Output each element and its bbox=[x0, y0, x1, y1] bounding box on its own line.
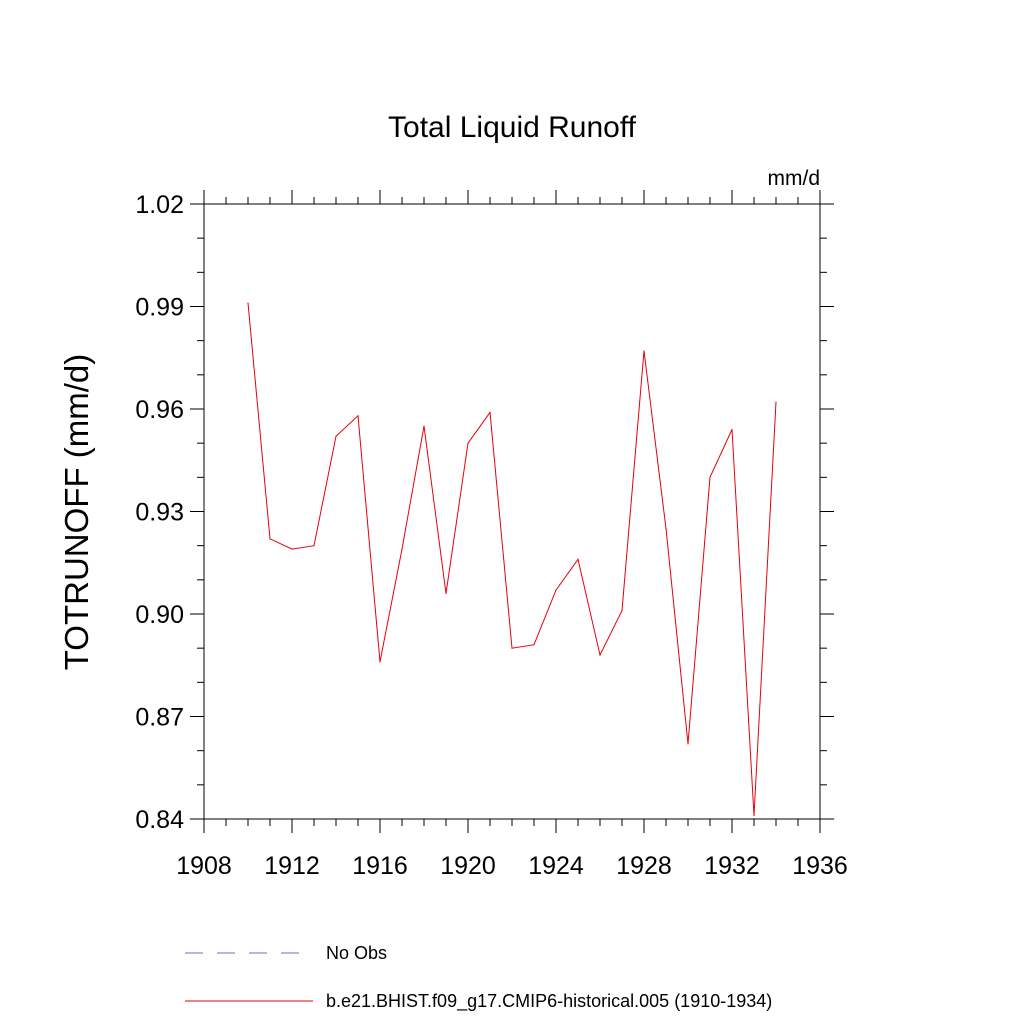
data-point bbox=[577, 558, 579, 560]
data-point bbox=[445, 592, 447, 595]
data-point bbox=[599, 654, 601, 656]
data-point bbox=[687, 743, 689, 745]
data-point bbox=[555, 589, 557, 591]
y-tick-label: 1.02 bbox=[135, 191, 184, 219]
plot-frame bbox=[203, 203, 821, 820]
data-point bbox=[753, 814, 755, 817]
series-layer bbox=[247, 302, 777, 817]
data-point bbox=[621, 609, 623, 612]
axes bbox=[190, 190, 834, 833]
legend: No Obs b.e21.BHIST.f09_g17.CMIP6-histori… bbox=[185, 943, 772, 1012]
x-tick-label: 1932 bbox=[704, 852, 760, 880]
units-label: mm/d bbox=[768, 167, 821, 190]
y-tick-label: 0.93 bbox=[135, 499, 184, 527]
x-tick-label: 1928 bbox=[616, 852, 672, 880]
legend-model-label: b.e21.BHIST.f09_g17.CMIP6-historical.005… bbox=[326, 991, 772, 1012]
data-point bbox=[269, 538, 271, 540]
data-point bbox=[467, 442, 469, 444]
y-tick-label: 0.87 bbox=[135, 704, 184, 732]
y-tick-label: 0.84 bbox=[135, 806, 184, 834]
x-tick-label: 1912 bbox=[264, 852, 320, 880]
x-tick-label: 1920 bbox=[440, 852, 496, 880]
data-point bbox=[291, 548, 293, 550]
data-point bbox=[247, 302, 249, 304]
y-tick-label: 0.90 bbox=[135, 601, 184, 629]
data-point bbox=[313, 545, 315, 547]
data-point bbox=[665, 527, 667, 530]
x-tick-label: 1916 bbox=[352, 852, 408, 880]
x-tick-labels: 1908 1912 1916 1920 1924 1928 1932 1936 bbox=[176, 852, 848, 880]
legend-obs-label: No Obs bbox=[326, 943, 387, 963]
y-tick-label: 0.96 bbox=[135, 396, 184, 424]
data-point bbox=[533, 644, 535, 646]
data-point bbox=[709, 476, 711, 478]
data-point bbox=[357, 415, 359, 417]
data-point bbox=[379, 661, 381, 663]
data-point bbox=[775, 401, 777, 403]
x-tick-label: 1936 bbox=[792, 852, 848, 880]
y-tick-labels: 0.84 0.87 0.90 0.93 0.96 0.99 1.02 bbox=[135, 191, 184, 834]
data-point bbox=[511, 647, 513, 649]
data-point bbox=[731, 428, 733, 431]
x-tick-label: 1908 bbox=[176, 852, 232, 880]
y-tick-label: 0.99 bbox=[135, 294, 184, 322]
y-axis-label: TOTRUNOFF (mm/d) bbox=[58, 354, 95, 671]
data-point bbox=[401, 548, 403, 550]
data-point bbox=[489, 411, 491, 414]
chart-title: Total Liquid Runoff bbox=[388, 111, 637, 144]
data-point bbox=[423, 425, 425, 427]
series-line-model bbox=[247, 303, 777, 816]
x-tick-label: 1924 bbox=[528, 852, 584, 880]
data-point bbox=[335, 435, 337, 437]
data-point bbox=[643, 350, 645, 352]
